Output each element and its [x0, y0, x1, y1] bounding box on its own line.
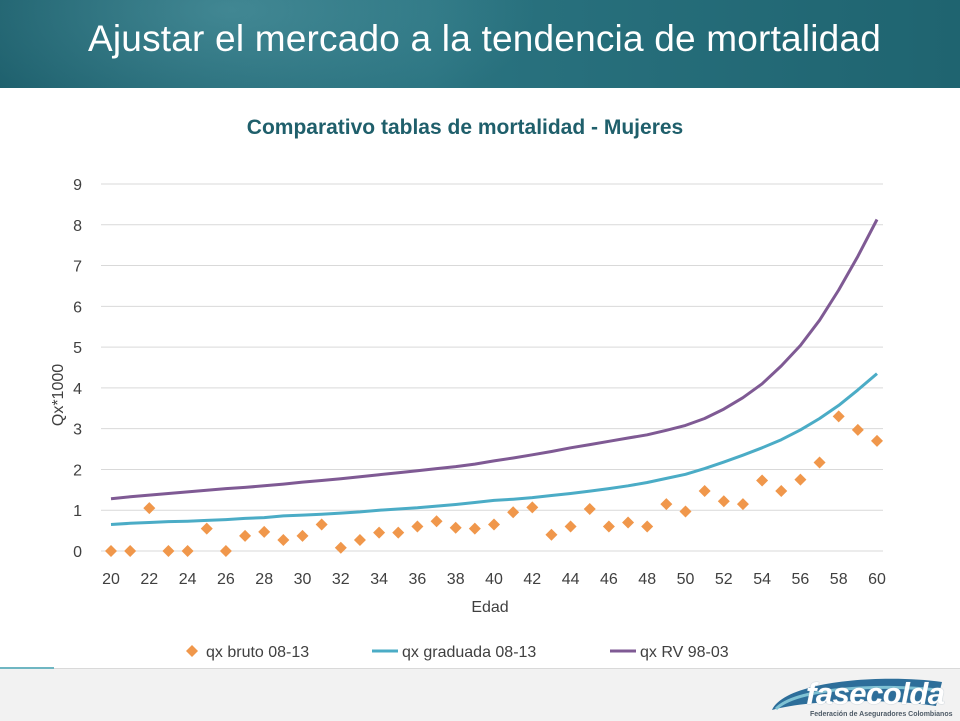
x-tick-label: 32 [332, 571, 350, 588]
x-tick-label: 26 [217, 571, 235, 588]
data-point-bruto [717, 495, 730, 508]
chart-title: Comparativo tablas de mortalidad - Mujer… [247, 116, 683, 139]
legend-marker-icon [186, 645, 198, 657]
legend-label: qx graduada 08-13 [402, 644, 536, 661]
series-line-graduada [110, 372, 878, 526]
data-point-bruto [679, 505, 692, 518]
x-tick-label: 36 [409, 571, 427, 588]
y-axis-ticks: 0 1 2 3 4 5 6 7 8 9 [73, 177, 82, 561]
x-tick-label: 28 [255, 571, 273, 588]
y-tick-label: 4 [73, 381, 82, 398]
y-tick-label: 8 [73, 218, 82, 235]
logo-subtext: Federación de Aseguradores Colombianos [810, 711, 953, 718]
data-point-bruto [526, 501, 539, 514]
x-tick-label: 30 [294, 571, 312, 588]
data-point-bruto [851, 423, 864, 436]
data-point-bruto [698, 485, 711, 498]
data-point-bruto [411, 520, 424, 533]
x-axis-label: Edad [471, 599, 508, 616]
y-tick-label: 5 [73, 340, 82, 357]
x-axis-ticks: 20 22 24 26 28 30 32 34 36 38 40 42 44 46 48 50 52 54 56 58… [102, 571, 886, 588]
footer-accent [0, 667, 54, 669]
x-tick-label: 34 [370, 571, 388, 588]
x-tick-label: 42 [523, 571, 541, 588]
y-tick-label: 9 [73, 177, 82, 194]
x-tick-label: 22 [140, 571, 158, 588]
data-point-bruto [871, 434, 883, 447]
x-tick-label: 40 [485, 571, 503, 588]
data-point-bruto [488, 518, 500, 531]
chart-gridlines [101, 183, 883, 552]
data-point-bruto [794, 473, 807, 486]
data-point-bruto [564, 520, 577, 533]
x-tick-label: 50 [677, 571, 695, 588]
data-point-bruto [277, 533, 290, 546]
data-point-bruto [736, 498, 749, 511]
data-point-bruto [315, 518, 328, 531]
header-glow [0, 0, 540, 88]
data-point-bruto [756, 474, 769, 487]
data-point-bruto [334, 541, 347, 554]
data-point-bruto [468, 522, 481, 535]
series-lines [110, 218, 879, 526]
x-tick-label: 54 [753, 571, 771, 588]
legend-label: qx bruto 08-13 [206, 644, 309, 661]
data-point-bruto [392, 526, 405, 539]
x-tick-label: 46 [600, 571, 618, 588]
y-tick-label: 3 [73, 422, 82, 439]
x-tick-label: 44 [562, 571, 580, 588]
chart-legend: qx bruto 08-13 qx graduada 08-13 qx RV 98-… [186, 644, 729, 661]
x-tick-label: 20 [102, 571, 120, 588]
logo-swoosh-icon [772, 678, 942, 711]
y-axis-label: Qx*1000 [50, 364, 67, 426]
data-point-bruto [430, 515, 443, 528]
fasecolda-logo: fasecolda Federación de Aseguradores Col… [766, 676, 953, 718]
logo-text: fasecolda [806, 676, 945, 711]
data-point-bruto [507, 506, 520, 519]
legend-label: qx RV 98-03 [640, 644, 729, 661]
data-point-bruto [258, 525, 271, 538]
data-point-bruto [105, 545, 117, 557]
data-point-bruto [641, 520, 654, 533]
x-tick-label: 60 [868, 571, 886, 588]
x-tick-label: 52 [715, 571, 733, 588]
data-point-bruto [373, 526, 386, 539]
y-tick-label: 6 [73, 299, 82, 316]
data-point-bruto [832, 410, 845, 423]
data-point-bruto [775, 485, 788, 498]
data-point-bruto [622, 516, 635, 529]
x-tick-label: 56 [792, 571, 810, 588]
mortality-chart: Comparativo tablas de mortalidad - Mujer… [50, 116, 886, 661]
slide-header: Ajustar el mercado a la tendencia de mor… [0, 0, 960, 88]
data-point-bruto [602, 520, 615, 533]
x-tick-label: 48 [638, 571, 656, 588]
data-point-bruto [143, 502, 156, 515]
y-tick-label: 2 [73, 462, 82, 479]
slide-title: Ajustar el mercado a la tendencia de mor… [88, 18, 882, 59]
series-markers [105, 410, 883, 557]
data-point-bruto [813, 456, 826, 469]
data-point-bruto [545, 528, 558, 541]
x-tick-label: 24 [179, 571, 197, 588]
data-point-bruto [162, 545, 175, 557]
data-point-bruto [219, 545, 232, 557]
y-tick-label: 7 [73, 259, 82, 276]
x-tick-label: 58 [830, 571, 848, 588]
data-point-bruto [353, 533, 366, 546]
data-point-bruto [583, 502, 596, 515]
y-tick-label: 1 [73, 503, 82, 520]
data-point-bruto [296, 529, 309, 542]
series-line-rv [110, 218, 879, 501]
x-tick-label: 38 [447, 571, 465, 588]
data-point-bruto [200, 522, 213, 535]
y-tick-label: 0 [73, 544, 82, 561]
data-point-bruto [239, 529, 252, 542]
data-point-bruto [449, 521, 462, 534]
data-point-bruto [660, 498, 673, 511]
data-point-bruto [181, 545, 194, 557]
data-point-bruto [124, 545, 137, 557]
